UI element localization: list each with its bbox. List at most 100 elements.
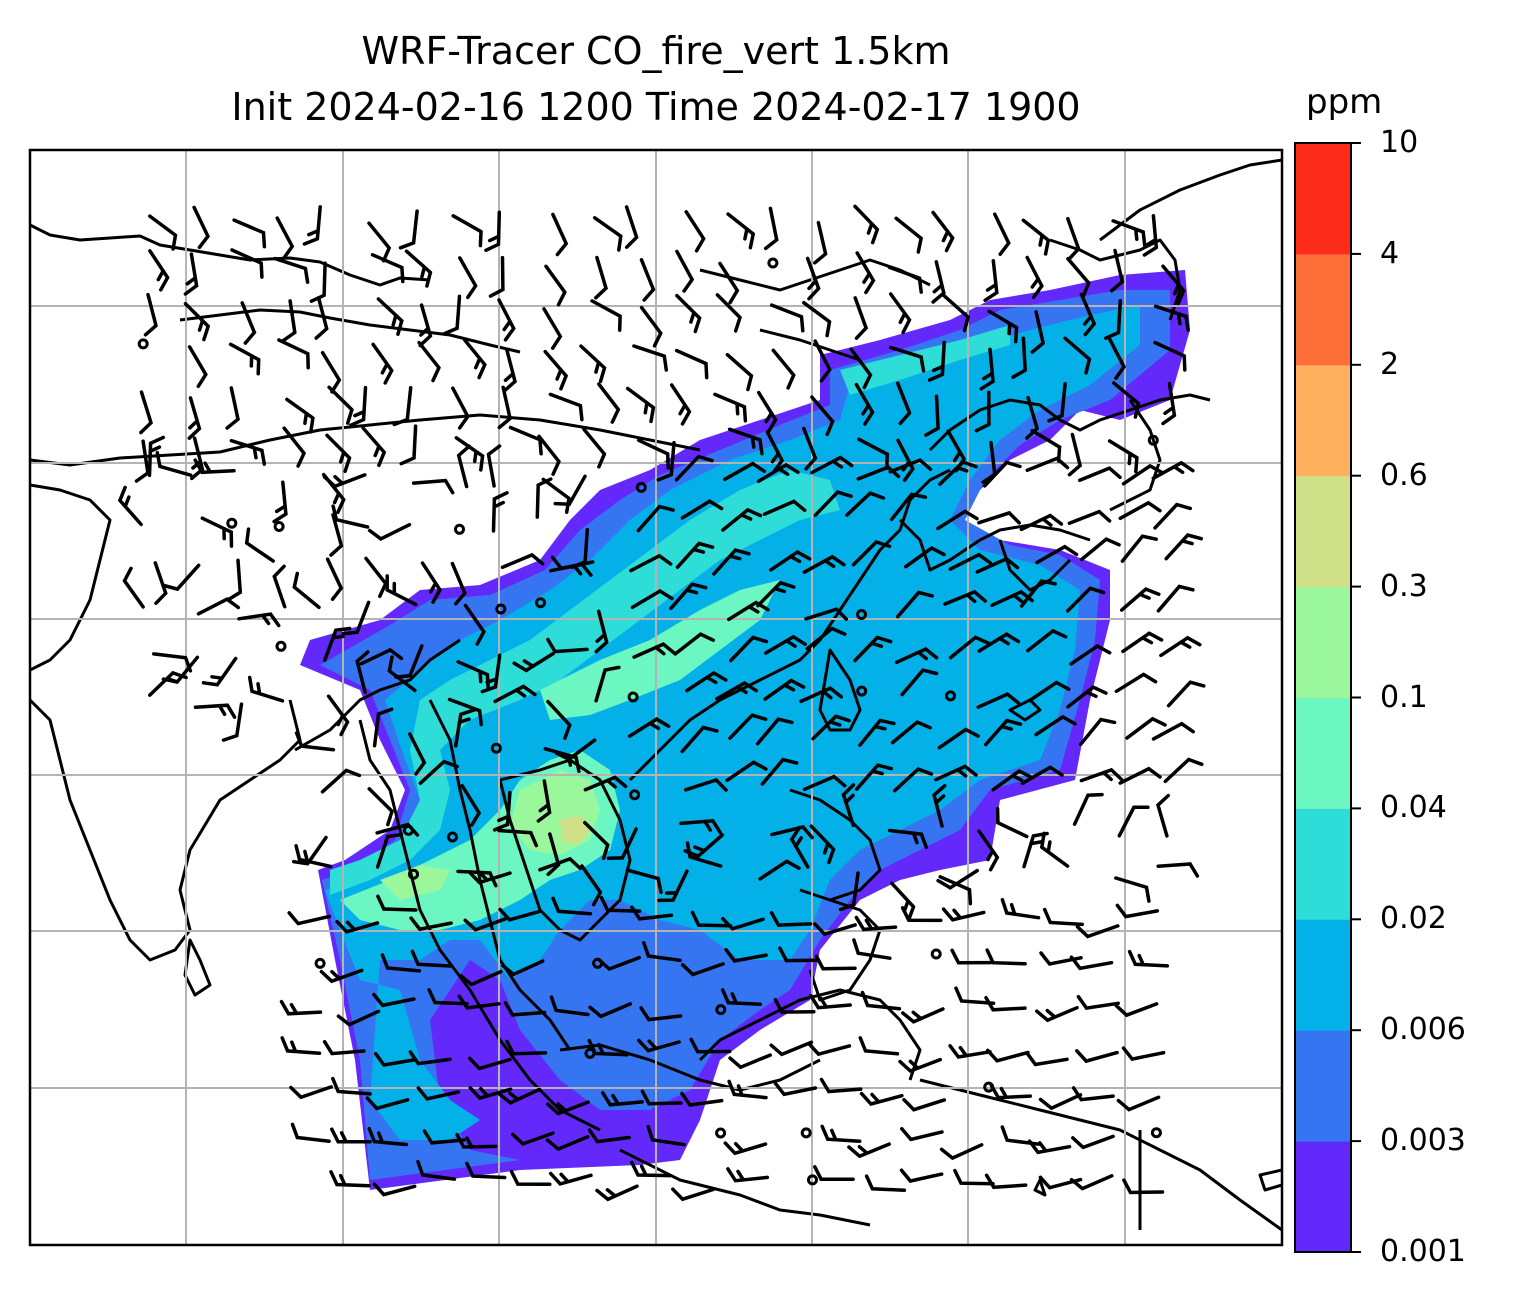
wind-barb [636, 438, 670, 470]
wind-barb [1161, 381, 1177, 426]
wind-barb [1118, 766, 1162, 785]
wind-barb [1079, 767, 1124, 783]
wind-barb [632, 642, 676, 659]
wind-barb [497, 298, 516, 342]
colorbar-tick-label: 0.3 [1380, 568, 1428, 604]
wind-barb [1153, 304, 1190, 332]
wind-barb [502, 348, 517, 393]
wind-barb [510, 1131, 555, 1146]
wind-barb [582, 427, 607, 469]
wind-barb [455, 1132, 498, 1149]
calm-wind-marker [403, 824, 414, 836]
wind-barb [1121, 631, 1164, 654]
wind-barb [1019, 579, 1057, 608]
wind-barb [597, 382, 621, 424]
wind-barb [941, 907, 986, 922]
wind-barb [187, 396, 202, 440]
wind-barb [416, 1086, 461, 1101]
wind-barb [488, 255, 505, 298]
wind-barb [675, 249, 695, 293]
wind-barb [451, 386, 470, 430]
wind-barb [183, 301, 211, 342]
wind-barb [408, 1050, 452, 1066]
wind-barb [684, 210, 706, 253]
wind-barb [1078, 466, 1122, 483]
wind-barb [679, 818, 723, 835]
wind-barb [887, 828, 929, 849]
wind-barb [805, 626, 847, 651]
wind-barb [895, 381, 912, 426]
wind-barb [1121, 1046, 1166, 1062]
wind-barb [1072, 792, 1104, 826]
wind-barb [723, 1141, 768, 1156]
wind-barb [1039, 831, 1070, 868]
wind-barb [548, 1171, 593, 1186]
wind-barb [583, 820, 610, 861]
wind-barb [463, 917, 508, 932]
calm-wind-marker [314, 957, 326, 969]
wind-barb [854, 915, 898, 932]
wind-barb [1121, 463, 1165, 486]
wind-barb [1030, 428, 1062, 463]
wind-barb [1066, 216, 1081, 261]
wind-barb [721, 916, 765, 931]
wind-barb [192, 205, 210, 250]
colorbar-bin-9 [1295, 143, 1351, 255]
wind-barb [323, 626, 352, 662]
wind-barb [858, 1036, 900, 1056]
wind-barb [200, 516, 234, 548]
wind-barb [859, 1091, 904, 1106]
wind-barb [763, 678, 806, 701]
wind-barb [625, 868, 663, 894]
colorbar-tick-label: 0.1 [1380, 679, 1428, 715]
wind-barb [841, 783, 856, 828]
wind-barb [287, 911, 332, 926]
wind-barb [462, 338, 487, 380]
wind-barb [367, 221, 392, 263]
wind-barb [153, 561, 168, 605]
wind-barb [855, 251, 876, 295]
wind-barb [503, 1001, 547, 1017]
wind-barb [811, 714, 851, 741]
wind-barb [225, 386, 240, 430]
wind-barb [1026, 628, 1068, 653]
wind-barb [629, 553, 673, 573]
wind-barb [277, 338, 310, 370]
wind-barb [1156, 584, 1195, 613]
wind-barb [416, 1159, 457, 1181]
wind-barb [1066, 685, 1108, 709]
wind-barb [723, 461, 767, 482]
wind-barb [853, 204, 880, 245]
wind-barb [669, 582, 708, 611]
wind-barb [1163, 757, 1204, 784]
wind-barb [349, 385, 368, 427]
wind-barb [418, 759, 459, 785]
wind-barb [820, 1124, 862, 1144]
wind-barb [680, 499, 724, 520]
wind-barb [380, 953, 422, 973]
wind-barb [860, 990, 902, 1011]
wind-barb [201, 656, 238, 687]
calm-wind-marker [1147, 434, 1159, 446]
wind-barb [983, 259, 999, 303]
wind-barb [983, 718, 1023, 747]
wind-barb [418, 303, 433, 348]
wind-barb [764, 634, 807, 655]
wind-barb [535, 477, 553, 519]
wind-barb [982, 460, 1022, 488]
calm-wind-marker [856, 685, 868, 697]
wind-barb [1114, 672, 1158, 694]
colorbar-bin-8 [1295, 253, 1351, 366]
wind-barb [183, 252, 199, 296]
wind-barb [463, 603, 486, 646]
wind-barb [894, 216, 924, 254]
wind-barb [639, 258, 656, 302]
wind-barb [367, 787, 394, 827]
colorbar-tick-label: 10 [1380, 125, 1419, 160]
wind-barb [580, 864, 603, 907]
wind-barb [1011, 336, 1028, 379]
wind-barb [272, 480, 288, 524]
wind-barb [292, 571, 321, 610]
wind-barb [1117, 805, 1150, 838]
wind-barb [802, 300, 832, 338]
